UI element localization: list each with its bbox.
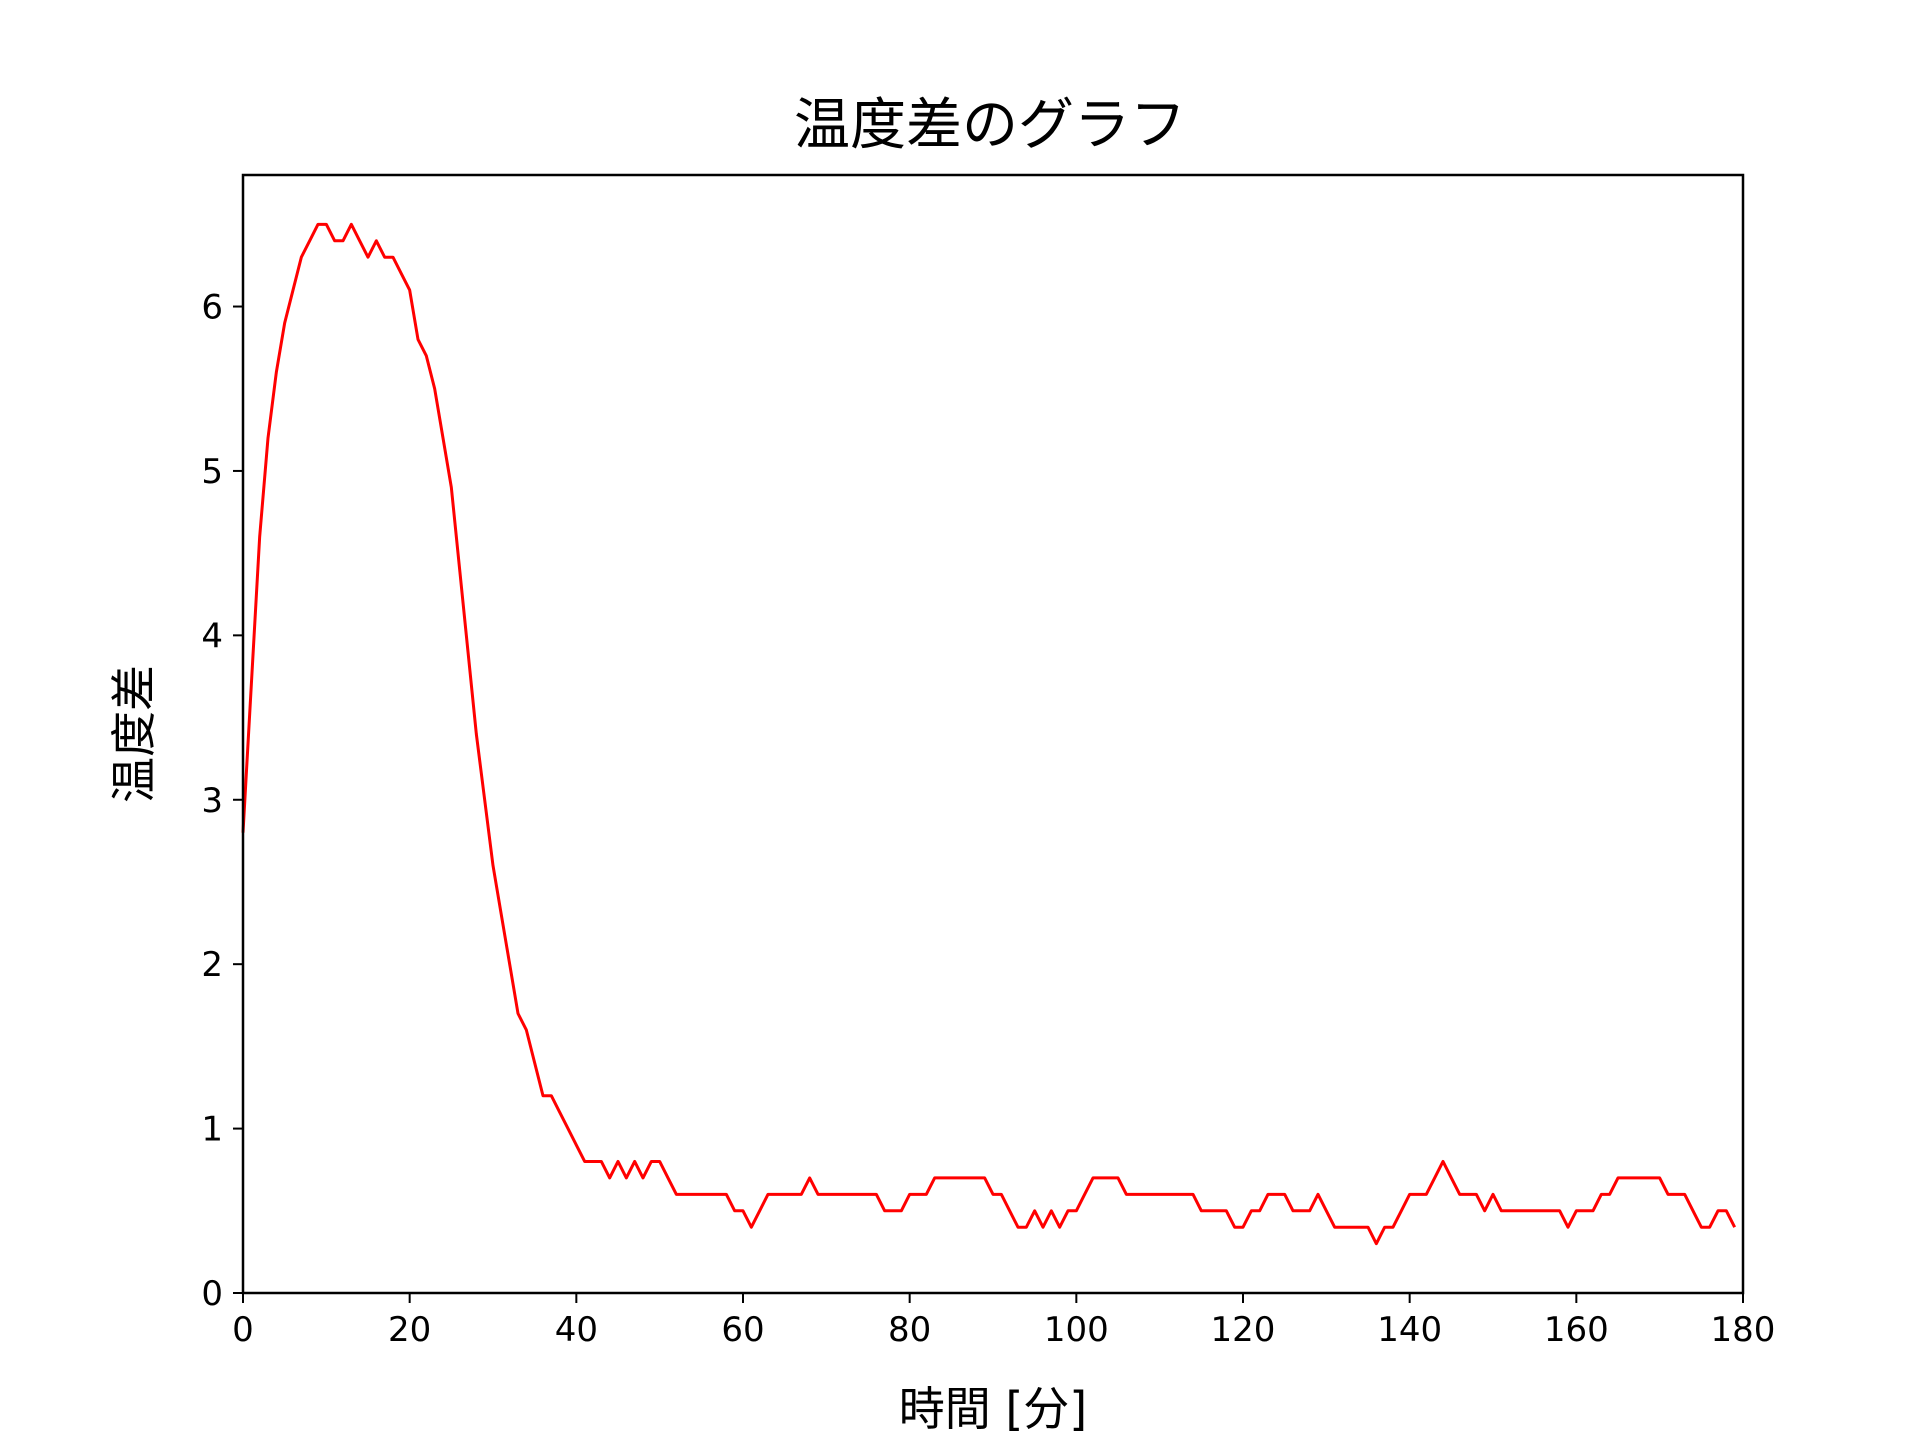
- x-tick-label: 20: [388, 1310, 431, 1350]
- x-axis-label: 時間 [分]: [899, 1382, 1088, 1436]
- y-tick-label: 0: [201, 1274, 223, 1314]
- y-tick-label: 6: [201, 288, 223, 328]
- y-tick-label: 5: [201, 452, 223, 492]
- y-tick-label: 4: [201, 616, 223, 656]
- series-line-0: [241, 222, 1737, 1246]
- y-axis-label: 温度差: [107, 665, 161, 803]
- chart-title: 温度差のグラフ: [794, 93, 1186, 158]
- plot-area: [243, 175, 1743, 1293]
- x-tick-label: 120: [1211, 1310, 1276, 1350]
- plot-frame: [241, 173, 1745, 1295]
- y-tick-label: 3: [201, 781, 223, 821]
- x-tick-label: 140: [1377, 1310, 1442, 1350]
- x-tick-label: 160: [1544, 1310, 1609, 1350]
- x-tick-label: 0: [232, 1310, 254, 1350]
- series-line-layer: [241, 222, 1737, 1246]
- y-tick-label: 1: [201, 1110, 223, 1150]
- x-tick-label: 180: [1711, 1310, 1776, 1350]
- y-axis-ticks: 0 1 2 3 4 5 6: [201, 288, 243, 1314]
- y-tick-label: 2: [201, 945, 223, 985]
- x-axis-ticks: 0 20 40 60 80 100 120 140 160 180: [232, 1293, 1775, 1350]
- x-tick-label: 100: [1044, 1310, 1109, 1350]
- x-tick-label: 80: [888, 1310, 931, 1350]
- x-tick-label: 60: [721, 1310, 764, 1350]
- x-tick-label: 40: [555, 1310, 598, 1350]
